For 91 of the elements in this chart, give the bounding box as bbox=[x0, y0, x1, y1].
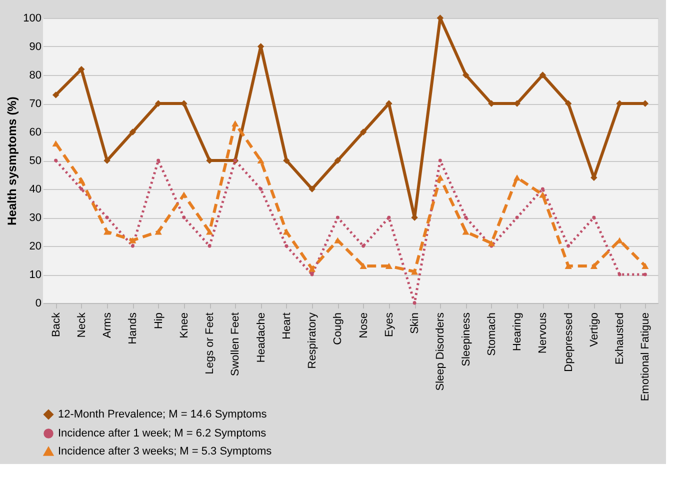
y-tick-label: 10 bbox=[29, 269, 42, 281]
x-tick-label: Arms bbox=[102, 312, 114, 338]
legend-label: Incidence after 1 week; M = 6.2 Symptoms bbox=[58, 428, 267, 440]
y-tick-label: 0 bbox=[35, 298, 42, 310]
x-tick-label: Stomach bbox=[486, 312, 498, 356]
point bbox=[411, 268, 418, 275]
point bbox=[642, 262, 649, 270]
point bbox=[360, 128, 367, 136]
point bbox=[462, 228, 470, 235]
point bbox=[592, 216, 596, 220]
x-tick-label: Hip bbox=[152, 312, 165, 330]
x-tick-label: Eyes bbox=[383, 312, 396, 337]
y-tick-label: 70 bbox=[29, 98, 42, 110]
point bbox=[283, 157, 290, 164]
point bbox=[336, 216, 340, 220]
x-tick-label: Knee bbox=[178, 312, 190, 338]
x-tick-label: Hands bbox=[127, 312, 140, 344]
x-tick-label: Skin bbox=[409, 312, 422, 334]
x-tick-label: Hearing bbox=[512, 312, 524, 352]
point bbox=[387, 216, 391, 220]
point bbox=[643, 272, 647, 276]
point bbox=[232, 120, 239, 127]
point bbox=[362, 244, 366, 248]
point bbox=[514, 174, 521, 181]
point bbox=[540, 187, 544, 191]
point bbox=[130, 244, 134, 248]
point bbox=[618, 272, 622, 276]
x-tick-label: Headache bbox=[255, 312, 268, 363]
y-tick-label: 30 bbox=[29, 212, 42, 224]
point bbox=[52, 140, 60, 146]
point bbox=[385, 262, 392, 270]
point bbox=[180, 192, 188, 198]
point bbox=[539, 72, 546, 78]
x-tick-label: Nose bbox=[358, 312, 370, 338]
x-tick-label: Nervous bbox=[537, 312, 550, 354]
point bbox=[154, 228, 162, 235]
point bbox=[308, 266, 316, 272]
point bbox=[310, 272, 314, 276]
point bbox=[208, 244, 212, 248]
x-tick-label: Swollen Feet bbox=[230, 312, 242, 376]
legend-label: Incidence after 3 weeks; M = 5.3 Symptoms bbox=[58, 446, 272, 458]
point bbox=[564, 100, 572, 107]
x-tick-label: Sleep Disorders bbox=[434, 312, 447, 391]
point bbox=[104, 228, 111, 235]
point bbox=[566, 244, 570, 248]
point bbox=[438, 158, 442, 162]
point bbox=[182, 216, 186, 220]
point bbox=[78, 177, 85, 184]
point bbox=[80, 187, 84, 191]
x-tick-label: Back bbox=[50, 312, 62, 337]
point bbox=[129, 128, 136, 136]
point bbox=[282, 228, 290, 235]
point bbox=[334, 157, 342, 164]
point bbox=[412, 301, 416, 305]
point bbox=[156, 158, 160, 162]
x-tick-label: Neck bbox=[76, 312, 88, 338]
x-tick-label: Cough bbox=[332, 312, 344, 345]
point bbox=[515, 216, 519, 220]
y-tick-label: 100 bbox=[23, 12, 42, 24]
point bbox=[539, 192, 546, 198]
y-tick-label: 90 bbox=[29, 41, 42, 53]
legend-label: 12-Month Prevalence; M = 14.6 Symptoms bbox=[58, 408, 268, 420]
point bbox=[257, 157, 264, 164]
x-tick-label: Dpepressed bbox=[562, 312, 575, 372]
x-tick-label: Legs or Feet bbox=[204, 312, 216, 374]
point bbox=[436, 174, 444, 181]
y-tick-label: 80 bbox=[29, 70, 42, 82]
y-tick-label: 50 bbox=[29, 155, 42, 167]
point bbox=[259, 187, 263, 191]
point bbox=[105, 216, 109, 220]
point bbox=[52, 92, 60, 98]
y-tick-label: 40 bbox=[29, 184, 42, 196]
point bbox=[206, 228, 214, 235]
point bbox=[308, 186, 316, 192]
x-tick-label: Exhausted bbox=[614, 312, 626, 364]
x-tick-label: Emotional Fatigue bbox=[640, 312, 652, 402]
point bbox=[54, 158, 58, 162]
x-tick-label: Respiratory bbox=[306, 312, 319, 369]
point bbox=[590, 262, 598, 270]
point bbox=[129, 237, 136, 244]
point bbox=[360, 262, 367, 270]
point bbox=[464, 216, 468, 220]
point bbox=[488, 240, 495, 246]
y-axis-title: Health sysmptoms (%) bbox=[5, 96, 20, 226]
x-tick-label: Sleepiness bbox=[460, 312, 472, 366]
x-tick-label: Vertigo bbox=[588, 312, 600, 347]
y-tick-label: 60 bbox=[29, 126, 42, 138]
y-tick-label: 20 bbox=[29, 240, 42, 252]
x-tick-label: Heart bbox=[280, 312, 293, 340]
point bbox=[462, 72, 470, 78]
point bbox=[284, 244, 288, 248]
